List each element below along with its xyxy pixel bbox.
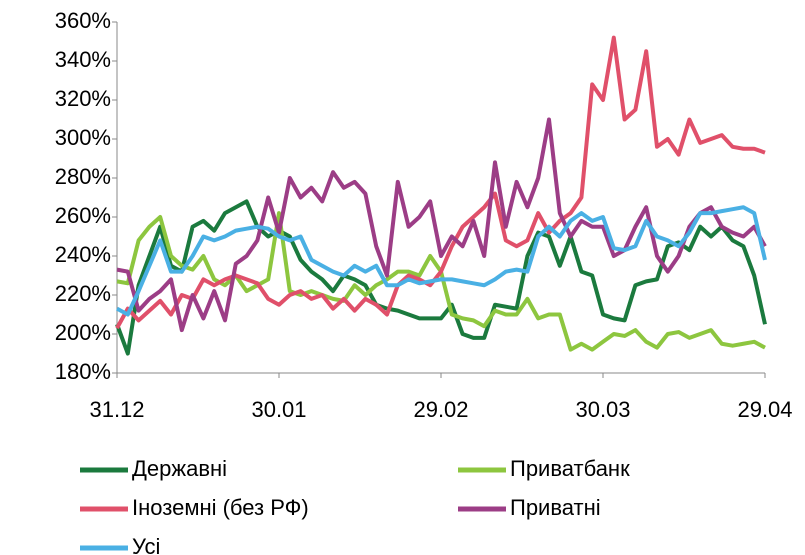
series-line bbox=[116, 205, 767, 317]
x-tick-label: 31.12 bbox=[89, 397, 144, 422]
y-tick-label: 340% bbox=[55, 47, 111, 72]
legend-label: Іноземні (без РФ) bbox=[132, 495, 309, 520]
y-tick-label: 260% bbox=[55, 203, 111, 228]
series-line bbox=[115, 199, 767, 356]
series-line bbox=[115, 35, 766, 330]
x-tick-label: 30.01 bbox=[251, 397, 306, 422]
legend-label: Усі bbox=[132, 534, 160, 555]
x-tick-label: 30.03 bbox=[575, 397, 630, 422]
y-tick-label: 180% bbox=[55, 359, 111, 384]
y-tick-label: 300% bbox=[55, 125, 111, 150]
legend-label: Приватбанк bbox=[510, 456, 630, 481]
legend-label: Державні bbox=[132, 456, 227, 481]
y-tick-label: 360% bbox=[55, 8, 111, 33]
x-tick-label: 29.02 bbox=[413, 397, 468, 422]
x-tick-label: 29.04 bbox=[737, 397, 792, 422]
series-line bbox=[116, 117, 767, 333]
legend-label: Приватні bbox=[510, 495, 601, 520]
y-tick-label: 200% bbox=[55, 320, 111, 345]
y-tick-label: 320% bbox=[55, 86, 111, 111]
y-tick-label: 220% bbox=[55, 281, 111, 306]
y-tick-label: 240% bbox=[55, 242, 111, 267]
y-tick-label: 280% bbox=[55, 164, 111, 189]
